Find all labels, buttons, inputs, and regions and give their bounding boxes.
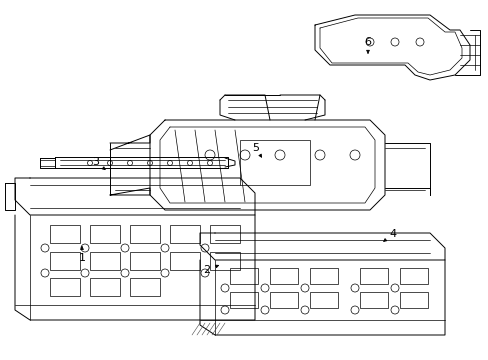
Bar bbox=[50, 278, 80, 296]
Bar bbox=[170, 252, 200, 270]
Bar bbox=[240, 140, 309, 185]
Bar bbox=[90, 252, 120, 270]
Text: 1: 1 bbox=[79, 247, 85, 263]
Bar bbox=[229, 268, 258, 284]
Bar bbox=[359, 268, 387, 284]
Bar bbox=[399, 292, 427, 308]
Text: 3: 3 bbox=[92, 157, 105, 170]
Bar bbox=[130, 252, 160, 270]
Bar bbox=[130, 225, 160, 243]
Text: 4: 4 bbox=[383, 229, 396, 242]
Text: 2: 2 bbox=[203, 265, 218, 275]
Bar bbox=[50, 252, 80, 270]
Bar bbox=[209, 252, 240, 270]
Bar bbox=[170, 225, 200, 243]
Text: 5: 5 bbox=[252, 143, 261, 157]
Bar bbox=[90, 278, 120, 296]
Bar bbox=[229, 292, 258, 308]
Bar bbox=[209, 225, 240, 243]
Bar bbox=[309, 292, 337, 308]
Bar bbox=[90, 225, 120, 243]
Bar bbox=[399, 268, 427, 284]
Text: 6: 6 bbox=[364, 37, 371, 53]
Bar bbox=[269, 268, 297, 284]
Bar bbox=[50, 225, 80, 243]
Bar bbox=[309, 268, 337, 284]
Bar bbox=[359, 292, 387, 308]
Bar bbox=[130, 278, 160, 296]
Bar bbox=[269, 292, 297, 308]
